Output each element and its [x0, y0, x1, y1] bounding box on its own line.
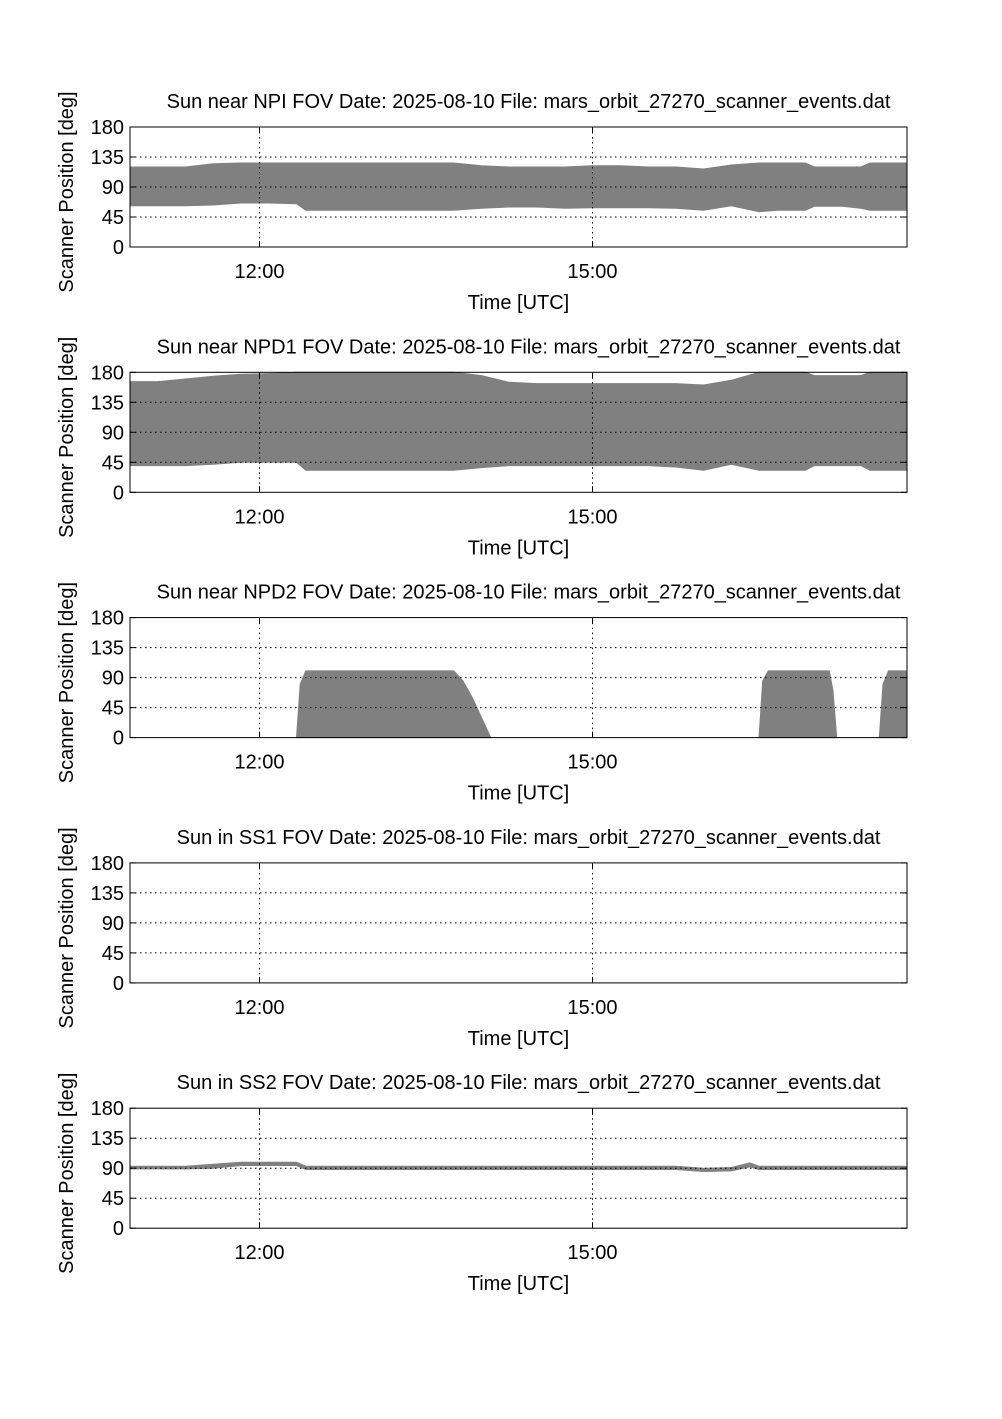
y-tick-label: 45: [102, 1188, 124, 1210]
y-tick-label: 45: [102, 943, 124, 965]
chart-title: Sun near NPD1 FOV Date: 2025-08-10 File:…: [157, 336, 901, 358]
x-tick-label: 15:00: [567, 261, 617, 283]
x-tick-label: 15:00: [567, 752, 617, 774]
x-tick-label: 12:00: [234, 752, 284, 774]
y-tick-label: 45: [102, 452, 124, 474]
subplot-5: 0 45 90 135 180 12:00 15:00 Sun in SS2 FOV Date…: [56, 1072, 908, 1295]
y-tick-label: 135: [91, 883, 124, 905]
y-tick-label: 90: [102, 1158, 124, 1180]
chart-title: Sun near NPD2 FOV Date: 2025-08-10 File:…: [157, 582, 901, 604]
fill-band-1: [129, 1161, 908, 1173]
x-tick-label: 15:00: [567, 506, 617, 528]
x-axis-label: Time [UTC]: [468, 1273, 569, 1295]
y-tick-label: 45: [102, 207, 124, 229]
fill-band-3: [878, 670, 908, 739]
y-tick-label: 180: [91, 608, 124, 630]
chart-title: Sun in SS2 FOV Date: 2025-08-10 File: ma…: [177, 1072, 881, 1094]
y-axis-label: Scanner Position [deg]: [56, 827, 78, 1028]
subplot-1: 0 45 90 135 180 12:00 15:00 Sun near NPI FOV Da…: [56, 91, 908, 314]
y-tick-label: 135: [91, 392, 124, 414]
y-tick-label: 180: [91, 1098, 124, 1120]
fill-band-1: [295, 670, 492, 739]
y-axis-label: Scanner Position [deg]: [56, 582, 78, 783]
fill-band-2: [758, 670, 838, 739]
x-axis-label: Time [UTC]: [468, 783, 569, 805]
y-tick-label: 0: [113, 728, 124, 750]
x-tick-label: 12:00: [234, 506, 284, 528]
y-tick-label: 180: [91, 362, 124, 384]
subplot-2: 0 45 90 135 180 12:00 15:00 Sun near NPD1 FOV D…: [56, 336, 908, 559]
y-tick-label: 0: [113, 1218, 124, 1240]
x-tick-label: 12:00: [234, 261, 284, 283]
y-tick-label: 0: [113, 482, 124, 504]
y-tick-label: 90: [102, 177, 124, 199]
x-axis-label: Time [UTC]: [468, 1028, 569, 1050]
y-axis-label: Scanner Position [deg]: [56, 91, 78, 292]
y-tick-label: 0: [113, 237, 124, 259]
y-tick-label: 180: [91, 117, 124, 139]
subplot-4: 0 45 90 135 180 12:00 15:00 Sun in SS1 FOV Date…: [56, 827, 908, 1050]
subplot-3: 0 45 90 135 180 12:00 15:00 Sun near NPD2 FOV D…: [56, 582, 908, 805]
x-axis-label: Time [UTC]: [468, 537, 569, 559]
x-tick-label: 15:00: [567, 1242, 617, 1264]
y-tick-label: 135: [91, 147, 124, 169]
chart-title: Sun near NPI FOV Date: 2025-08-10 File: …: [167, 91, 891, 113]
x-tick-label: 15:00: [567, 997, 617, 1019]
y-tick-label: 45: [102, 698, 124, 720]
y-tick-label: 90: [102, 668, 124, 690]
y-tick-label: 90: [102, 913, 124, 935]
y-axis-label: Scanner Position [deg]: [56, 1073, 78, 1274]
y-tick-label: 135: [91, 1128, 124, 1150]
y-tick-label: 0: [113, 973, 124, 995]
x-tick-label: 12:00: [234, 997, 284, 1019]
y-tick-label: 180: [91, 853, 124, 875]
y-axis-label: Scanner Position [deg]: [56, 337, 78, 538]
x-axis-label: Time [UTC]: [468, 292, 569, 314]
y-tick-label: 90: [102, 422, 124, 444]
fill-band-1: [129, 371, 908, 471]
y-tick-label: 135: [91, 638, 124, 660]
chart-title: Sun in SS1 FOV Date: 2025-08-10 File: ma…: [177, 827, 881, 849]
x-tick-label: 12:00: [234, 1242, 284, 1264]
